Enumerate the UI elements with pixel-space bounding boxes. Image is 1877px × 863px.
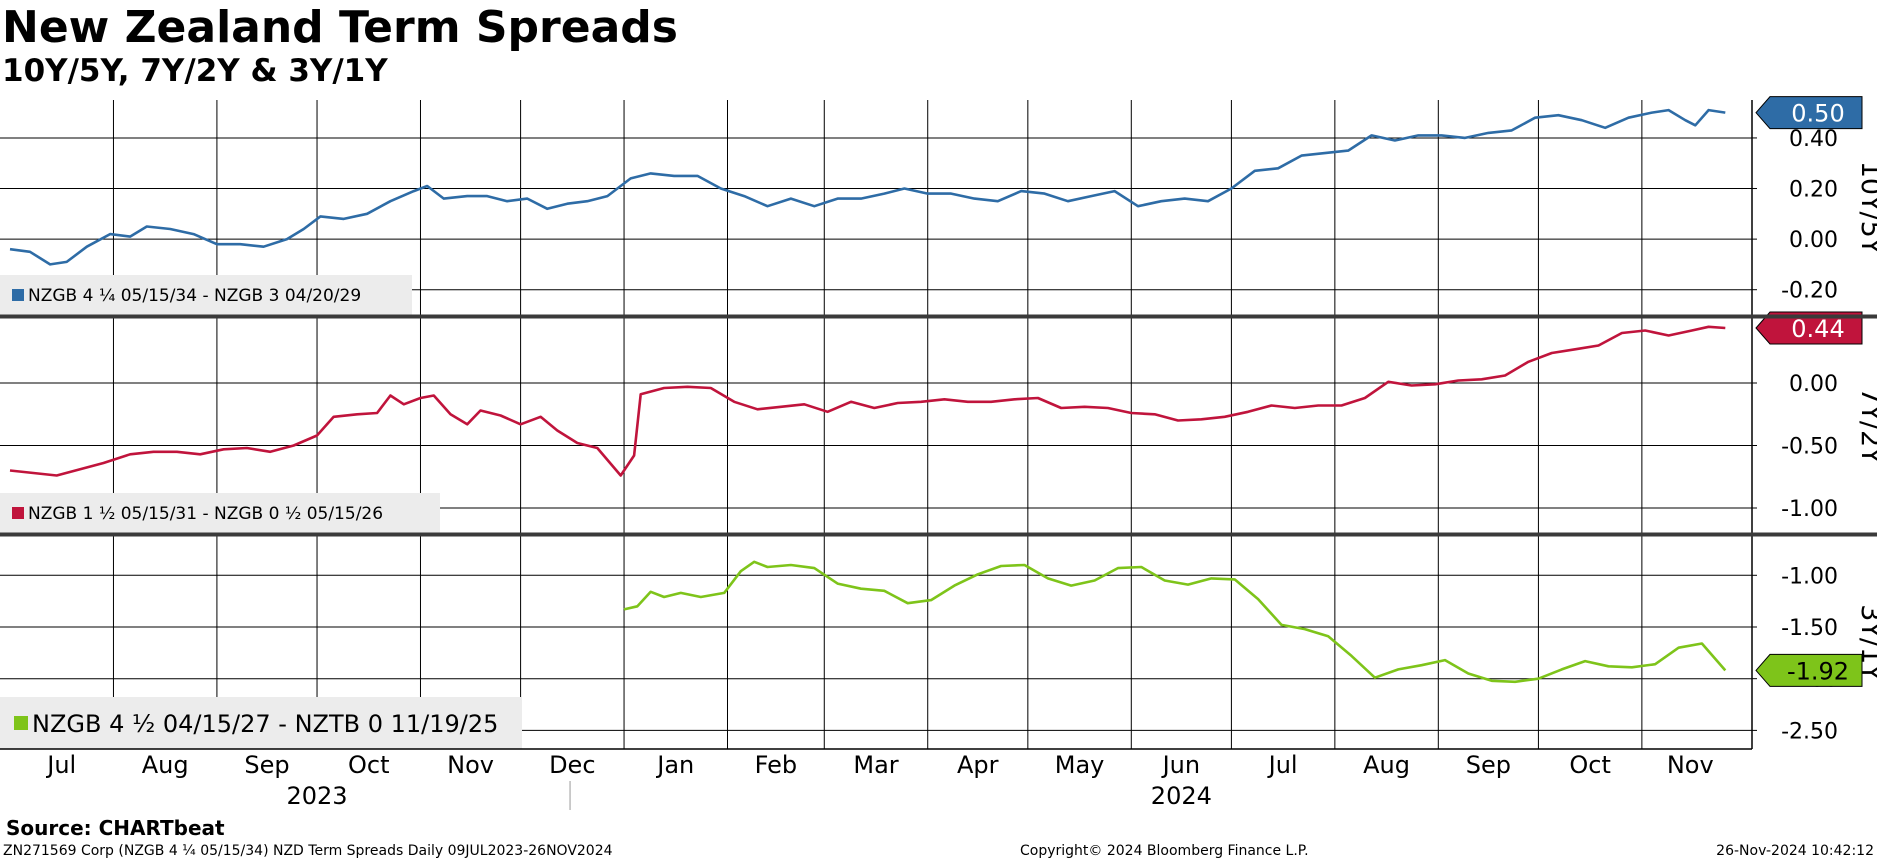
x-tick-label: Dec [549, 751, 595, 779]
last-value-flag-shape [1755, 653, 1863, 687]
chart-title: New Zealand Term Spreads [2, 2, 678, 53]
legend-box [0, 275, 412, 315]
legend-box [0, 697, 522, 749]
legend: NZGB 4 ¼ 05/15/34 - NZGB 3 04/20/29 [0, 275, 412, 315]
last-value-label: 0.44 [1791, 315, 1844, 343]
source-label: Source: CHARTbeat [6, 816, 225, 840]
series-line [623, 560, 1727, 684]
y-tick-label: -1.00 [1781, 497, 1838, 522]
x-tick-label: Aug [1363, 751, 1410, 779]
x-tick-label: Oct [348, 751, 390, 779]
last-value-label: -1.92 [1787, 657, 1849, 685]
legend-swatch [12, 289, 24, 301]
footer-copyright: Copyright© 2024 Bloomberg Finance L.P. [1020, 843, 1309, 859]
legend: NZGB 4 ½ 04/15/27 - NZTB 0 11/19/25 [0, 697, 522, 749]
legend: NZGB 1 ½ 05/15/31 - NZGB 0 ½ 05/15/26 [0, 493, 440, 533]
x-tick-label: Jan [655, 751, 694, 779]
chart-subtitle: 10Y/5Y, 7Y/2Y & 3Y/1Y [2, 53, 388, 89]
x-year-label: 2024 [1151, 782, 1212, 810]
x-tick-label: Nov [447, 751, 494, 779]
y-tick-label: 0.20 [1789, 178, 1838, 203]
legend-swatch [14, 716, 28, 730]
x-tick-label: May [1055, 751, 1105, 779]
legend-box [0, 493, 440, 533]
series-line [9, 108, 1726, 266]
x-tick-label: Jul [1267, 751, 1298, 779]
y-tick-label: 0.00 [1789, 372, 1838, 397]
legend-label: NZGB 1 ½ 05/15/31 - NZGB 0 ½ 05/15/26 [28, 504, 383, 524]
panel-7y-2y: 0.00 -0.50 -1.00 7Y/2Y 0.44 NZGB 1 ½ 05/15/31… [0, 311, 1877, 533]
y-axis-label: 10Y/5Y [1855, 161, 1877, 255]
y-tick-label: -0.20 [1781, 279, 1838, 304]
x-year-label: 2023 [286, 782, 347, 810]
x-tick-label: Jun [1161, 751, 1201, 779]
x-tick-label: Mar [853, 751, 898, 779]
y-tick-label: -2.50 [1781, 719, 1838, 744]
last-value-flag: -1.92 [1755, 653, 1863, 687]
x-tick-label: Jul [45, 751, 76, 779]
last-value-label: 0.50 [1791, 100, 1844, 128]
x-tick-label: Sep [244, 751, 289, 779]
y-tick-label: -0.50 [1781, 435, 1838, 460]
x-tick-label: Feb [755, 751, 798, 779]
x-tick-label: Nov [1667, 751, 1714, 779]
legend-label: NZGB 4 ¼ 05/15/34 - NZGB 3 04/20/29 [28, 286, 361, 306]
series-line [9, 325, 1726, 477]
footer-left: ZN271569 Corp (NZGB 4 ¼ 05/15/34) NZD Te… [3, 843, 613, 859]
y-axis-label: 7Y/2Y [1855, 387, 1877, 464]
x-tick-label: Sep [1466, 751, 1511, 779]
footer-timestamp: 26-Nov-2024 10:42:12 [1716, 843, 1874, 859]
last-value-flag: 0.50 [1755, 96, 1863, 130]
x-tick-label: Oct [1569, 751, 1611, 779]
last-value-flag: 0.44 [1755, 311, 1863, 345]
last-value-flag-shape [1755, 96, 1863, 130]
panel-10y-5y: 0.40 0.20 0.00 -0.20 10Y/5Y 0.50 NZGB 4 ¼ 05/1… [0, 96, 1877, 315]
legend-label: NZGB 4 ½ 04/15/27 - NZTB 0 11/19/25 [32, 710, 498, 738]
x-tick-label: Aug [142, 751, 189, 779]
legend-swatch [12, 507, 24, 519]
x-tick-label: Apr [957, 751, 999, 779]
y-tick-label: 0.00 [1789, 228, 1838, 253]
y-tick-label: -1.00 [1781, 564, 1838, 589]
y-tick-label: -1.50 [1781, 616, 1838, 641]
y-tick-label: 0.40 [1789, 127, 1838, 152]
